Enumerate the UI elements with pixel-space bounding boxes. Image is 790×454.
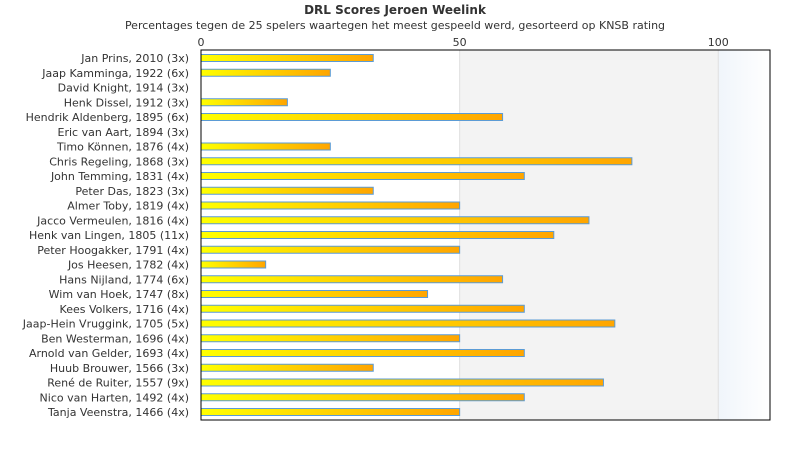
bar [200,186,374,195]
y-category-label: Tanja Veenstra, 1466 (4x) [47,406,189,419]
bar [200,363,374,372]
y-category-label: Jacco Vermeulen, 1816 (4x) [36,214,189,227]
bar [200,275,504,284]
y-category-label: Henk van Lingen, 1805 (11x) [29,229,189,242]
chart-subtitle: Percentages tegen de 25 spelers waartege… [125,19,665,32]
bar [200,304,525,313]
y-category-label: Jaap Kamminga, 1922 (6x) [41,67,189,80]
y-category-label: Eric van Aart, 1894 (3x) [58,126,189,139]
bar [200,231,555,239]
y-category-label: Hans Nijland, 1774 (6x) [59,273,189,286]
bar [200,349,525,357]
bar [200,54,374,62]
bar [200,68,331,77]
chart-title: DRL Scores Jeroen Weelink [304,3,487,17]
y-category-label: Peter Das, 1823 (3x) [75,185,189,198]
y-category-label: Hendrik Aldenberg, 1895 (6x) [26,111,189,124]
bar [200,378,604,387]
x-tick-label: 0 [198,36,205,49]
y-category-label: Wim van Hoek, 1747 (8x) [49,288,189,301]
y-category-label: Arnold van Gelder, 1693 (4x) [29,347,189,360]
bar [200,98,288,107]
y-category-label: Jan Prins, 2010 (3x) [80,52,189,65]
bar [200,201,461,210]
bar [200,172,525,180]
y-category-label: John Temming, 1831 (4x) [50,170,189,183]
bar [200,334,461,343]
bar [200,290,429,298]
bar [200,393,525,402]
y-category-label: Jos Heesen, 1782 (4x) [67,259,189,272]
x-tick-label: 50 [453,36,467,49]
bar [200,408,461,416]
x-tick-label: 100 [708,36,729,49]
y-category-label: Ben Westerman, 1696 (4x) [41,332,189,345]
y-category-label: Nico van Harten, 1492 (4x) [40,391,189,404]
y-category-label: Henk Dissel, 1912 (3x) [64,96,189,109]
bar [200,113,504,121]
plot-frame [200,49,771,421]
plot-band-100-plus [718,50,770,420]
bar [200,245,461,254]
y-category-label: Huub Brouwer, 1566 (3x) [50,362,189,375]
y-category-label: Timo Können, 1876 (4x) [56,141,189,154]
bar [200,157,633,166]
y-category-label: Peter Hoogakker, 1791 (4x) [37,244,189,257]
y-category-label: René de Ruiter, 1557 (9x) [47,377,189,390]
y-category-label: Chris Regeling, 1868 (3x) [49,155,189,168]
bar [200,216,590,225]
bar [200,260,267,269]
bar [200,142,331,151]
y-category-label: Jaap-Hein Vruggink, 1705 (5x) [22,318,189,331]
bar [200,319,616,328]
y-category-label: David Knight, 1914 (3x) [58,82,189,95]
y-category-label: Kees Volkers, 1716 (4x) [60,303,189,316]
y-category-label: Almer Toby, 1819 (4x) [67,200,189,213]
